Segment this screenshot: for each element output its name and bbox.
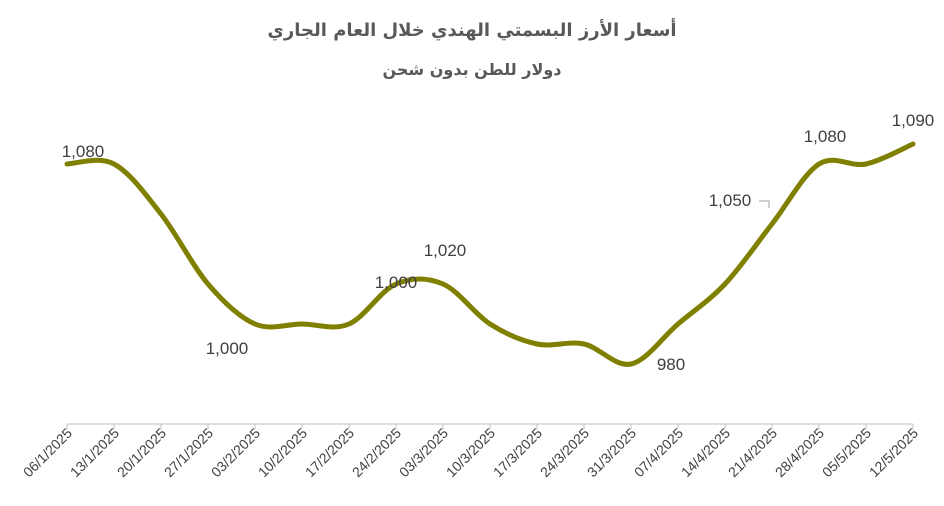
x-tick-label: 05/5/2025	[819, 425, 875, 481]
x-tick-label: 27/1/2025	[161, 425, 217, 481]
x-tick-label: 10/3/2025	[443, 425, 499, 481]
x-tick-label: 24/2/2025	[349, 425, 405, 481]
x-tick-label: 12/5/2025	[866, 425, 922, 481]
x-tick-label: 17/2/2025	[302, 425, 358, 481]
x-tick-label: 24/3/2025	[537, 425, 593, 481]
data-label: 1,080	[804, 127, 847, 146]
x-tick-label: 14/4/2025	[678, 425, 734, 481]
data-label: 1,000	[206, 339, 249, 358]
x-tick-label: 28/4/2025	[772, 425, 828, 481]
x-tick-label: 31/3/2025	[584, 425, 640, 481]
series-line	[64, 141, 916, 367]
x-tick-label: 10/2/2025	[255, 425, 311, 481]
data-label: 980	[657, 355, 685, 374]
x-tick-label: 03/2/2025	[208, 425, 264, 481]
data-label: 1,050	[709, 191, 752, 210]
data-label: 1,020	[424, 241, 467, 260]
chart-subtitle: دولار للطن بدون شحن	[382, 60, 562, 79]
x-tick-label: 03/3/2025	[396, 425, 452, 481]
x-tick-label: 21/4/2025	[725, 425, 781, 481]
x-tick-label: 13/1/2025	[67, 425, 123, 481]
data-label: 1,090	[892, 111, 935, 130]
x-tick-label: 06/1/2025	[20, 425, 76, 481]
data-label: 1,000	[375, 273, 418, 292]
chart-title: أسعار الأرز البسمتي الهندي خلال العام ال…	[267, 20, 677, 41]
x-tick-label: 17/3/2025	[490, 425, 546, 481]
x-tick-label: 07/4/2025	[631, 425, 687, 481]
data-label: 1,080	[62, 142, 105, 161]
label-leader-line	[759, 200, 770, 208]
x-tick-label: 20/1/2025	[114, 425, 170, 481]
